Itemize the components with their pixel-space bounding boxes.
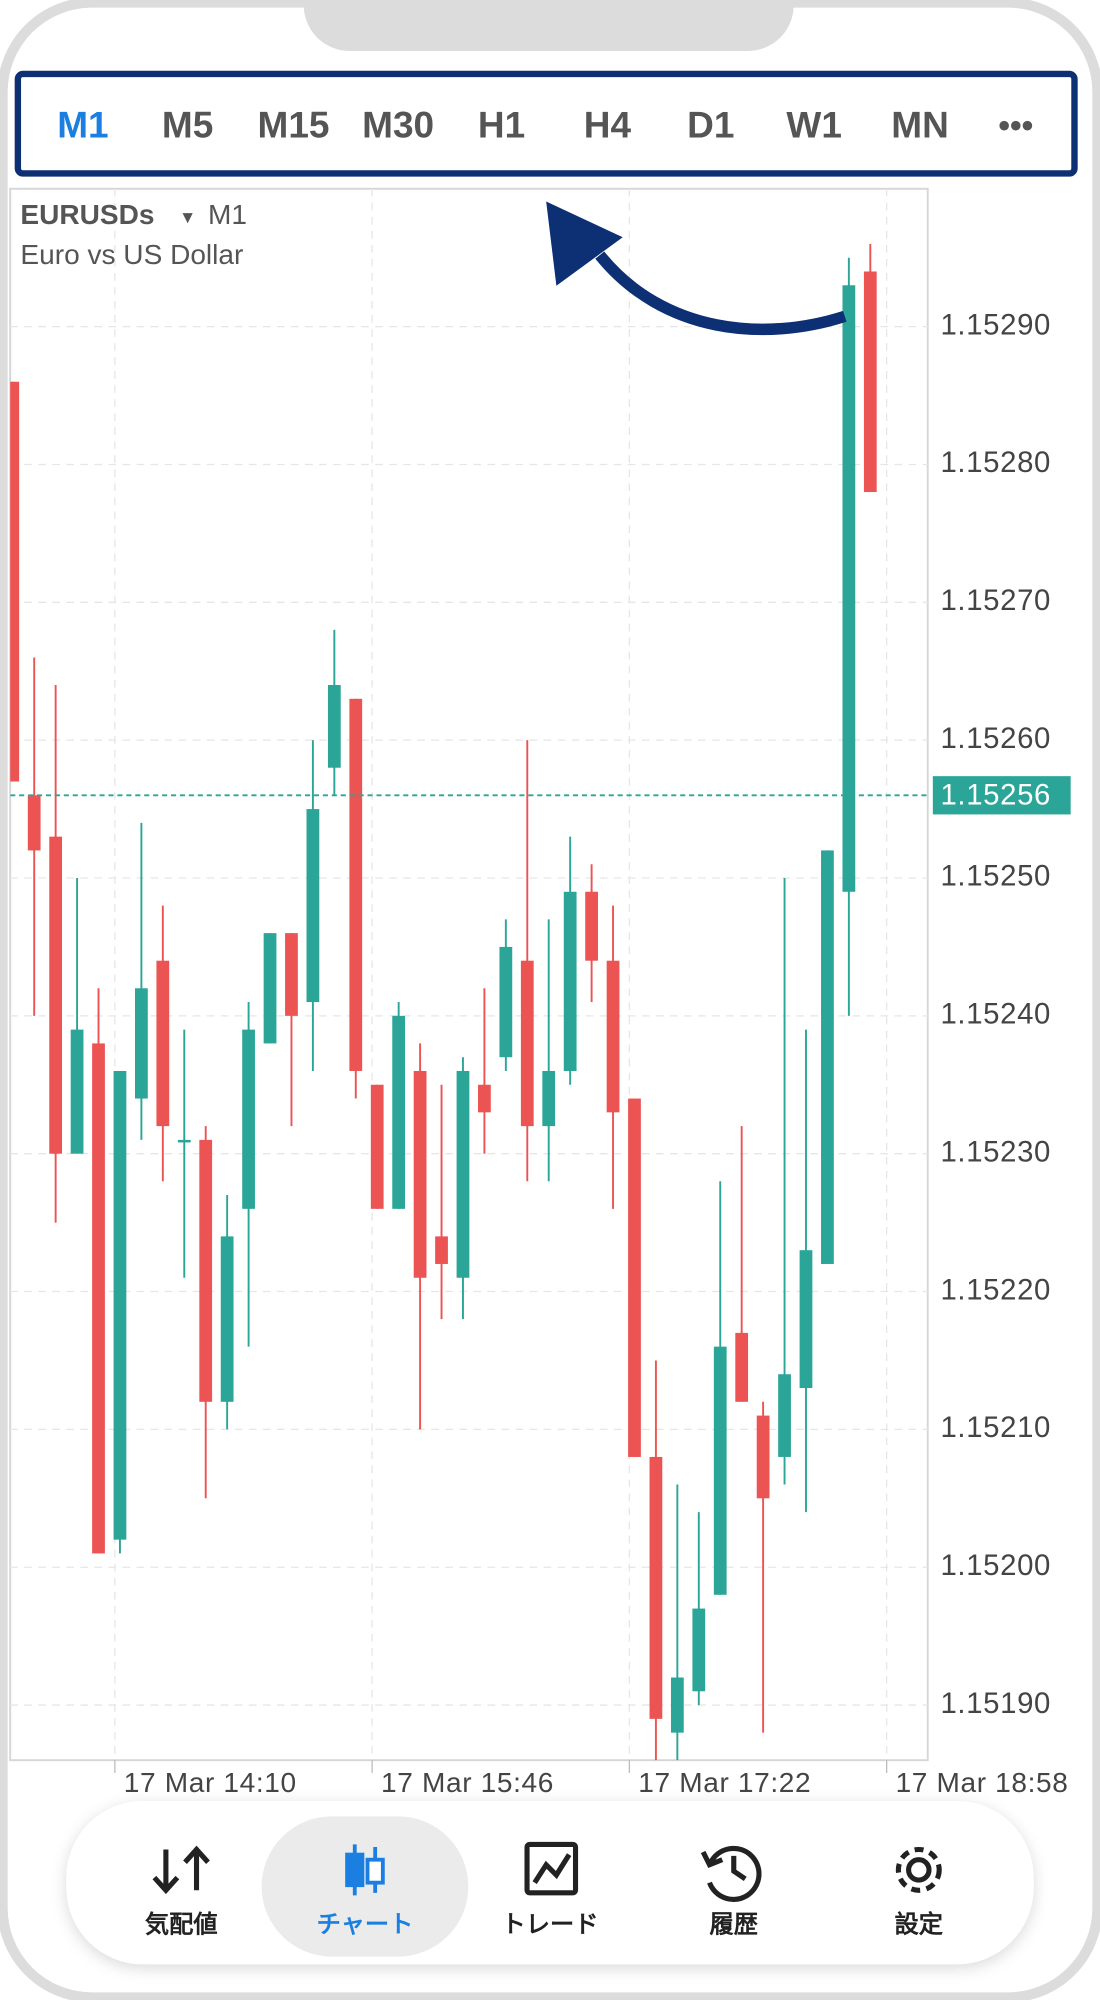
candle-body	[327, 685, 341, 768]
y-tick-label: 1.15210	[940, 1411, 1051, 1444]
symbol-timeframe: M1	[208, 199, 247, 230]
candle-body	[628, 1098, 641, 1457]
candle-body	[499, 946, 513, 1058]
y-tick-label: 1.15200	[940, 1549, 1051, 1582]
icon-chart	[345, 1844, 385, 1896]
candle-body	[456, 1070, 470, 1278]
axes: 1.15190 1.15200 1.15210 1.15220 1.15230 1.152…	[114, 308, 1071, 1798]
y-tick-label: 1.15280	[940, 446, 1051, 479]
current-price-label: 1.15256	[940, 778, 1051, 811]
timeframe-button[interactable]: M1	[57, 104, 108, 145]
more-button[interactable]: •••	[998, 107, 1033, 144]
symbol: EURUSDs	[20, 199, 154, 230]
candle-body	[242, 1029, 255, 1209]
candle-body	[778, 1374, 791, 1457]
symbol-dropdown[interactable]: ▾	[182, 207, 192, 229]
y-tick-label: 1.15250	[940, 860, 1051, 893]
notch	[303, 0, 794, 52]
candle-body	[799, 1250, 813, 1389]
timeframe-button[interactable]: MN	[891, 104, 949, 145]
candle-body	[263, 933, 277, 1044]
timeframe-button[interactable]: W1	[786, 104, 841, 145]
candle-body	[49, 836, 63, 1154]
timeframe-button[interactable]: H4	[584, 104, 632, 145]
timeframe-button[interactable]: M15	[258, 104, 330, 145]
candle-body	[285, 933, 298, 1016]
chart-area	[9, 187, 929, 1762]
candle-body	[135, 988, 148, 1099]
candle-body	[199, 1139, 213, 1402]
candle-body	[27, 795, 41, 851]
candle-body	[113, 1070, 127, 1540]
x-tick-label: 17 Mar 17:22	[638, 1767, 811, 1798]
symbol-description: Euro vs US Dollar	[20, 239, 243, 270]
nav-labels: 気配値 チャート トレード 履歴 設定	[145, 1910, 944, 1938]
nav-label[interactable]: チャート	[317, 1911, 414, 1938]
y-tick-label: 1.15220	[940, 1273, 1051, 1306]
candle-body	[306, 809, 320, 1003]
nav-label[interactable]: 気配値	[145, 1910, 218, 1938]
candle-body	[92, 1043, 105, 1554]
icon-history	[700, 1845, 762, 1902]
candle-body	[220, 1236, 234, 1402]
candle-body	[821, 850, 834, 1264]
candle-body	[735, 1332, 749, 1402]
timeframe-button[interactable]: D1	[687, 104, 734, 145]
current-price-badge	[932, 776, 1071, 815]
nav-selected	[261, 1816, 469, 1957]
candle-body	[392, 1015, 406, 1209]
candle-body	[713, 1346, 727, 1595]
annotation-arrowhead	[546, 201, 623, 286]
y-tick-label: 1.15260	[940, 722, 1051, 755]
candle-body	[10, 381, 20, 782]
timeframe-button[interactable]: M30	[362, 104, 434, 145]
candle-body	[649, 1456, 663, 1719]
timeframe-group: M1 M5 M15 M30 H1 H4 D1 W1 MN •••	[57, 104, 1033, 145]
y-tick-label: 1.15290	[940, 308, 1051, 341]
candle-body	[563, 891, 577, 1071]
nav-label[interactable]: 履歴	[710, 1911, 758, 1938]
icon-quotes	[152, 1845, 210, 1895]
timeframe-bar	[14, 70, 1078, 177]
nav-label[interactable]: 設定	[895, 1910, 944, 1938]
candle-body	[542, 1070, 556, 1127]
y-tick-label: 1.15270	[940, 584, 1051, 617]
timeframe-button[interactable]: H1	[478, 104, 525, 145]
candle-body	[156, 960, 170, 1127]
candle-body	[756, 1415, 770, 1499]
candles	[10, 243, 928, 1761]
timeframe-button[interactable]: M5	[162, 104, 213, 145]
candle-body	[842, 285, 856, 892]
x-tick-label: 17 Mar 14:10	[124, 1767, 297, 1798]
candle-body	[692, 1608, 706, 1692]
x-tick-label: 17 Mar 15:46	[381, 1767, 554, 1798]
candle-body	[606, 960, 620, 1113]
bottom-nav	[66, 1801, 1034, 1965]
candle-body	[520, 960, 534, 1127]
annotation-arrow	[595, 251, 847, 336]
icon-settings	[895, 1846, 942, 1893]
candle-body	[370, 1084, 384, 1209]
candle-body	[863, 271, 877, 493]
icon-trade	[524, 1841, 579, 1896]
y-tick-label: 1.15240	[940, 998, 1051, 1031]
candle-body	[670, 1677, 684, 1733]
candle-body	[478, 1084, 491, 1113]
candle-body	[585, 891, 598, 961]
candle-body	[413, 1070, 427, 1278]
candle-body	[177, 1139, 191, 1143]
candle-body	[70, 1029, 84, 1154]
candle-body	[435, 1236, 448, 1264]
y-tick-label: 1.15190	[940, 1687, 1051, 1720]
candle-body	[349, 698, 363, 1071]
x-tick-label: 17 Mar 18:58	[896, 1767, 1069, 1798]
y-tick-label: 1.15230	[940, 1135, 1051, 1168]
nav-label[interactable]: トレード	[502, 1911, 599, 1938]
